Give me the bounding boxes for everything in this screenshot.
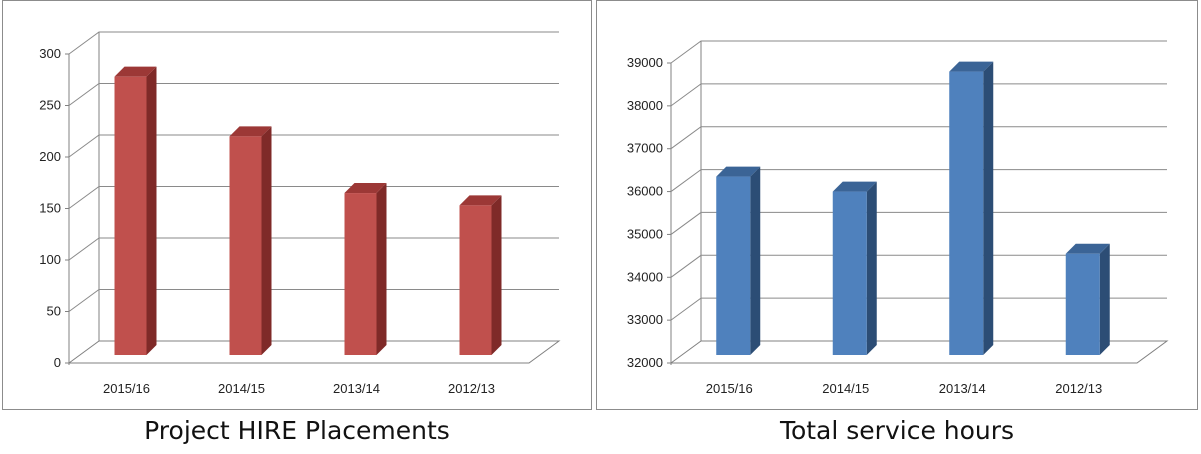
y-tick-label: 38000 <box>627 98 663 113</box>
gridline <box>670 297 1167 321</box>
bar <box>114 76 147 355</box>
floor-plane <box>67 340 561 364</box>
bar-top <box>1065 243 1110 254</box>
bar <box>344 193 377 355</box>
bar-side <box>376 183 387 355</box>
bar-side <box>491 195 502 355</box>
floor-plane <box>669 340 1169 364</box>
bar <box>949 71 984 356</box>
bar-top <box>716 166 761 177</box>
bar-side <box>146 66 157 355</box>
bar-side <box>261 126 272 356</box>
gridline <box>670 126 1167 150</box>
chart-title-service-hours: Total service hours <box>779 416 1015 445</box>
y-tick-label: 32000 <box>627 355 663 370</box>
bar-top <box>229 126 272 137</box>
bar <box>459 205 492 355</box>
x-tick-label: 2015/16 <box>706 381 753 396</box>
gridline <box>670 40 1167 64</box>
y-tick-label: 150 <box>39 201 61 216</box>
x-tick-label: 2012/13 <box>1055 381 1102 396</box>
x-tick-label: 2012/13 <box>448 381 495 396</box>
y-tick-label: 33000 <box>627 312 663 327</box>
gridline <box>68 237 559 261</box>
bar <box>716 176 751 355</box>
bar <box>1065 253 1100 355</box>
chart-panel-placements: 0 50 100 150 200 250 300 2015/16 2014/15 2013/14 2… <box>2 0 592 410</box>
gridline <box>670 211 1167 235</box>
chart-title-placements: Project HIRE Placements <box>144 416 450 445</box>
y-tick-label: 300 <box>39 46 61 61</box>
x-tick-label: 2014/15 <box>218 381 265 396</box>
gridline <box>670 169 1167 192</box>
y-tick-label: 50 <box>47 304 61 319</box>
placements-chart: 0 50 100 150 200 250 300 2015/16 2014/15 2013/14 2… <box>39 31 561 396</box>
x-tick-label: 2013/14 <box>939 381 986 396</box>
gridline <box>68 289 559 312</box>
bar-top <box>832 181 877 192</box>
x-tick-label: 2013/14 <box>333 381 380 396</box>
gridline <box>68 83 559 106</box>
gridline <box>68 31 559 55</box>
x-tick-label: 2015/16 <box>103 381 150 396</box>
bar-side <box>983 61 994 355</box>
gridline <box>670 83 1167 107</box>
x-tick-label: 2014/15 <box>822 381 869 396</box>
bar-side <box>866 181 877 355</box>
y-tick-label: 100 <box>39 252 61 267</box>
y-tick-label: 36000 <box>627 184 663 199</box>
chart-panel-service-hours: 32000 33000 34000 35000 36000 37000 38000 39000… <box>596 0 1198 410</box>
y-tick-label: 250 <box>39 98 61 113</box>
bar-top <box>459 195 502 206</box>
bar-top <box>114 66 157 77</box>
y-tick-label: 0 <box>54 355 61 370</box>
gridline <box>68 186 559 209</box>
bar-side <box>750 166 761 355</box>
y-tick-label: 37000 <box>627 141 663 156</box>
service-hours-chart: 32000 33000 34000 35000 36000 37000 38000 39000… <box>627 40 1169 396</box>
y-tick-label: 39000 <box>627 55 663 70</box>
bar <box>229 136 262 355</box>
y-tick-label: 200 <box>39 149 61 164</box>
y-tick-label: 35000 <box>627 226 663 241</box>
bar-top <box>949 61 994 72</box>
bar-side <box>1099 243 1110 355</box>
gridline <box>670 254 1167 278</box>
bar <box>832 191 867 355</box>
bar-top <box>344 183 387 194</box>
gridline <box>68 134 559 158</box>
y-tick-label: 34000 <box>627 269 663 284</box>
